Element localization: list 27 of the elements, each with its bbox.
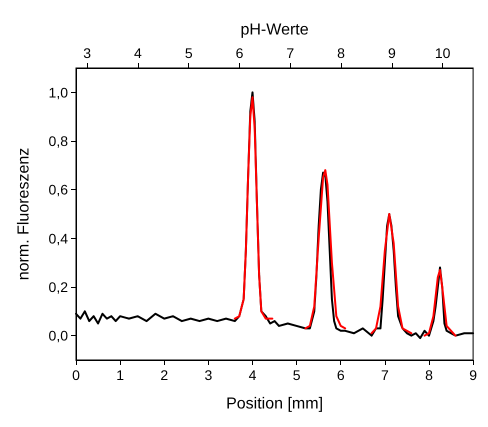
y-tick-label: 0,4 xyxy=(48,230,68,246)
x-tick-label: 7 xyxy=(380,367,389,383)
x2-axis-title: pH-Werte xyxy=(240,22,309,38)
x-tick-label: 9 xyxy=(469,367,478,383)
y-tick-label: 0,2 xyxy=(48,279,68,295)
x2-tick-label: 6 xyxy=(236,45,244,61)
x-tick-label: 5 xyxy=(292,367,301,383)
y-tick-label: 0,6 xyxy=(48,182,68,198)
x2-tick-label: 7 xyxy=(286,45,294,61)
y-tick-label: 0,8 xyxy=(48,133,68,149)
x2-tick-label: 10 xyxy=(434,45,451,61)
x2-tick-label: 5 xyxy=(184,45,193,61)
x-tick-label: 0 xyxy=(72,367,80,383)
y-tick-label: 1,0 xyxy=(48,84,68,100)
x-tick-label: 1 xyxy=(116,367,124,383)
y-axis-title: norm. Fluoreszenz xyxy=(16,148,32,280)
x-tick-label: 8 xyxy=(425,367,434,383)
x-tick-label: 4 xyxy=(248,367,257,383)
x2-tick-label: 9 xyxy=(388,45,396,61)
x2-tick-label: 8 xyxy=(337,45,346,61)
x2-tick-label: 4 xyxy=(134,45,142,61)
x-tick-label: 3 xyxy=(204,367,212,383)
x2-tick-label: 3 xyxy=(83,45,92,61)
x-axis-title: Position [mm] xyxy=(226,396,324,412)
x-tick-label: 6 xyxy=(336,367,345,383)
y-tick-label: 0,0 xyxy=(48,328,68,344)
x-tick-label: 2 xyxy=(160,367,168,383)
